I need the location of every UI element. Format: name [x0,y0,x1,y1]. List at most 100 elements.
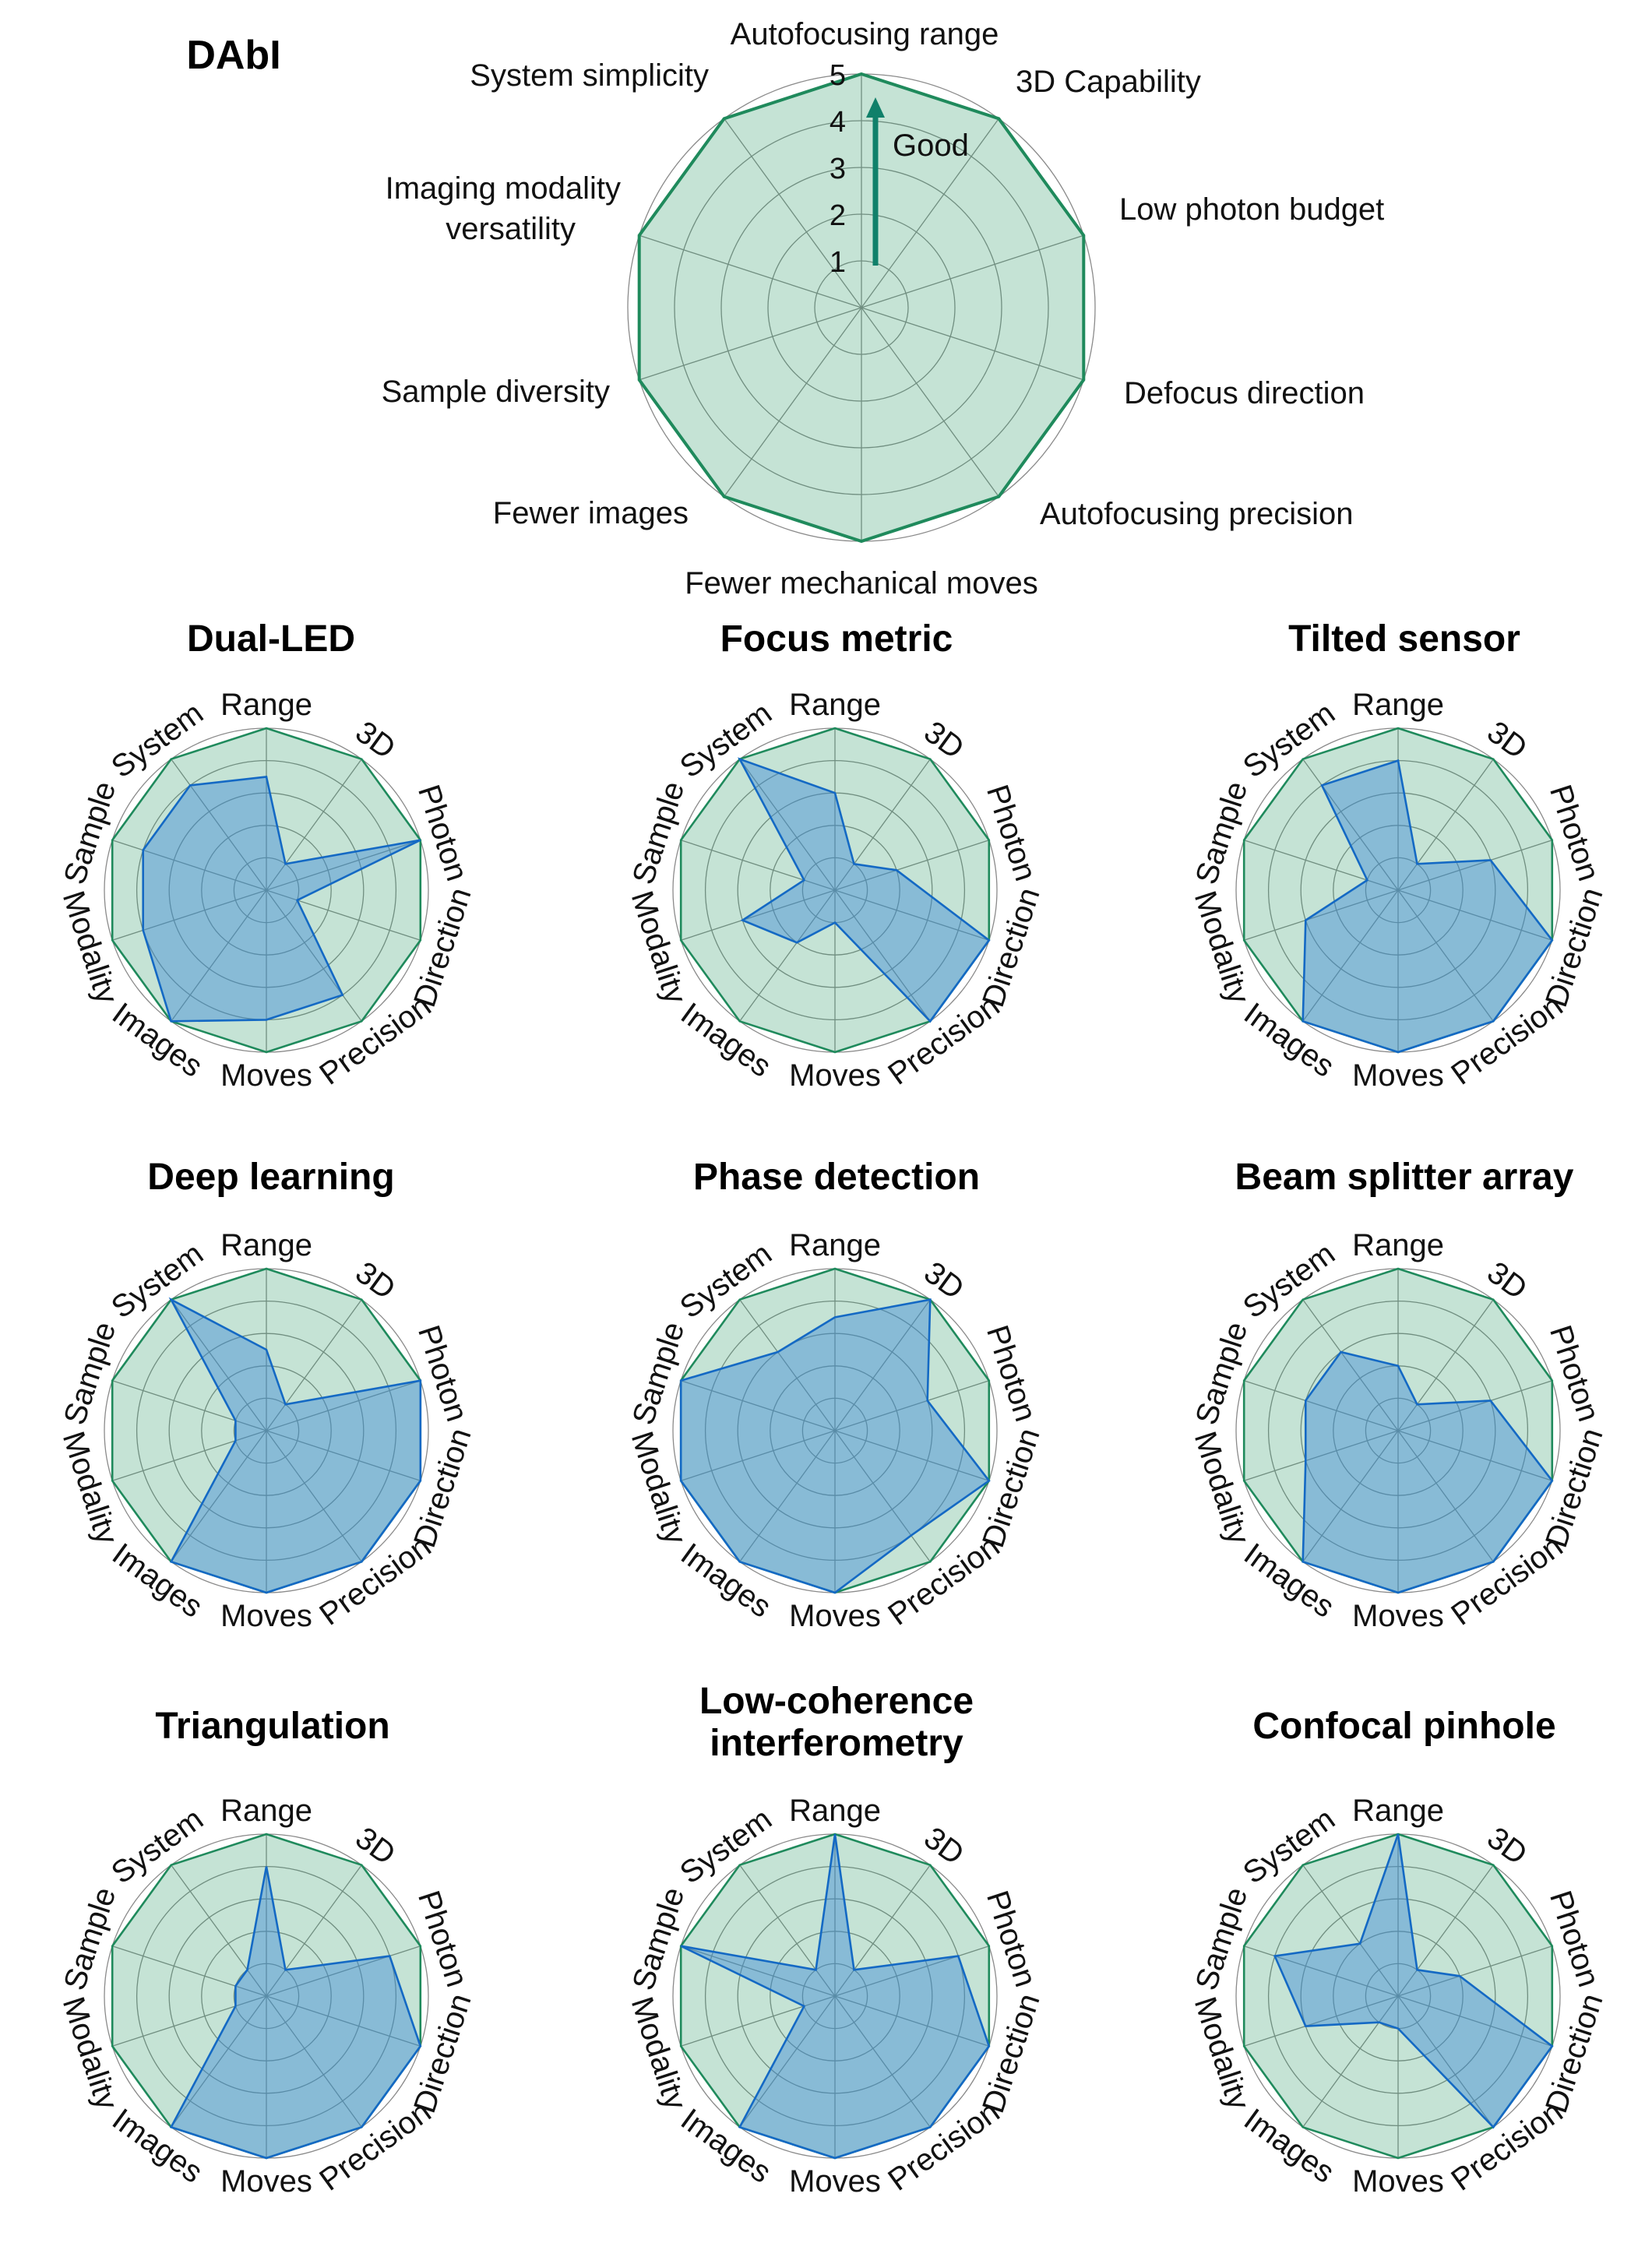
spoke-3d [266,1299,362,1431]
axis-label-autofocusing-precision: Autofocusing precision [1040,497,1353,531]
spoke-direction [266,1430,421,1481]
radar-tilted-sensor: Tilted sensorRange3DPhotonDirectionPreci… [1188,618,1610,1093]
spoke-sample [680,1945,836,1997]
spoke-direction [834,1430,990,1481]
chart-title: Dual-LED [187,618,355,660]
spoke-system [739,759,836,891]
chart-title: Deep learning [147,1157,394,1198]
axis-label-moves: Moves [789,2164,881,2199]
chart-title: Confocal pinhole [1252,1706,1555,1747]
spoke-precision [266,1995,362,2128]
spoke-photon [1397,1945,1553,1997]
chart-title: Triangulation [155,1706,389,1747]
spoke-precision [834,889,931,1022]
spoke-sample [111,1945,267,1997]
axis-label-fewer-images: Fewer images [493,496,689,530]
chart-title-line: interferometry [710,1723,963,1764]
spoke-sample [111,840,267,891]
spoke-images [739,889,836,1022]
axis-label-range: Range [220,1228,312,1262]
spoke-modality [680,1430,836,1481]
spoke-modality [1243,1995,1399,2047]
spoke-modality [1243,889,1399,941]
spoke-3d [1397,1864,1494,1997]
axis-label-range: Range [789,688,881,722]
spoke-images [171,1430,267,1562]
spoke-system [1302,1299,1399,1431]
good-annotation: Good [893,129,969,163]
spoke-modality [111,1995,267,2047]
axis-label-range: Range [1352,1228,1444,1262]
spoke-images [1302,1995,1399,2128]
spoke-sample-diversity [639,307,862,381]
axis-label-moves: Moves [220,1058,312,1093]
spoke-3d [1397,759,1494,891]
spoke-images [171,889,267,1022]
spoke-system [171,1299,267,1431]
spoke-sample [1243,840,1399,891]
spoke-sample [680,840,836,891]
spoke-3d [266,759,362,891]
tick-label-2: 2 [830,199,846,232]
spoke-images [739,1995,836,2128]
axis-label-range: Range [1352,688,1444,722]
spoke-photon [834,1380,990,1431]
spoke-sample [111,1380,267,1431]
radar-triangulation: TriangulationRange3DPhotonDirectionPreci… [56,1706,478,2199]
radar-beam-splitter-array: Beam splitter arrayRange3DPhotonDirectio… [1188,1157,1610,1633]
spoke-photon [266,840,421,891]
spoke-modality [680,1995,836,2047]
series-reference-area [111,727,422,1054]
spoke-direction [1397,889,1553,941]
axis-label-range: Range [220,1794,312,1828]
series-reference-area [1242,1833,1554,2160]
spoke-3d [834,1299,931,1431]
radar-dabi: DAbI Autofocusing range 3D Capability Low p… [186,17,1384,600]
radar-phase-detection: Phase detectionRange3DPhotonDirectionPre… [625,1157,1047,1633]
spoke-low-photon-budget [861,234,1084,308]
spoke-direction [1397,1430,1553,1481]
spoke-system [171,759,267,891]
axis-label-3d-capability: 3D Capability [1016,65,1201,99]
spoke-photon [834,1945,990,1997]
spoke-images [1302,889,1399,1022]
radar-focus-metric: Focus metricRange3DPhotonDirectionPrecis… [625,618,1047,1093]
spoke-direction [266,1995,421,2047]
radar-confocal-pinhole: Confocal pinholeRange3DPhotonDirectionPr… [1188,1706,1610,2199]
spoke-fewer-images [724,307,862,498]
spoke-sample [680,1380,836,1431]
axis-label-autofocusing-range: Autofocusing range [731,17,999,51]
radar-low-coherence-interferometry: Low-coherenceinterferometryRange3DPhoton… [625,1681,1047,2199]
spoke-system [739,1299,836,1431]
chart-title: Focus metric [720,618,953,660]
axis-label-moves: Moves [1352,1599,1444,1633]
axis-label-range: Range [220,688,312,722]
spoke-3d [266,1864,362,1997]
spoke-images [1302,1430,1399,1562]
tick-label-4: 4 [830,106,846,139]
spoke-precision [834,1995,931,2128]
spoke-precision [1397,889,1494,1022]
axis-label-moves: Moves [220,1599,312,1633]
spoke-photon [834,840,990,891]
axis-label-moves: Moves [1352,1058,1444,1093]
axis-label-moves: Moves [789,1599,881,1633]
spoke-system-simplicity [724,118,862,308]
spoke-precision [1397,1995,1494,2128]
axis-label-imaging-modality-versatility: versatility [446,212,576,246]
spoke-sample [1243,1380,1399,1431]
tick-label-3: 3 [830,153,846,185]
spoke-direction [266,889,421,941]
spoke-3d [834,759,931,891]
series-reference-area [637,72,1086,544]
spoke-photon [266,1380,421,1431]
spoke-modality [680,889,836,941]
spoke-photon [266,1945,421,1997]
radar-deep-learning: Deep learningRange3DPhotonDirectionPreci… [56,1157,478,1633]
axis-label-range: Range [789,1228,881,1262]
spoke-photon [1397,1380,1553,1431]
spoke-photon [1397,840,1553,891]
series-reference-area [679,727,991,1054]
spoke-precision [266,1430,362,1562]
